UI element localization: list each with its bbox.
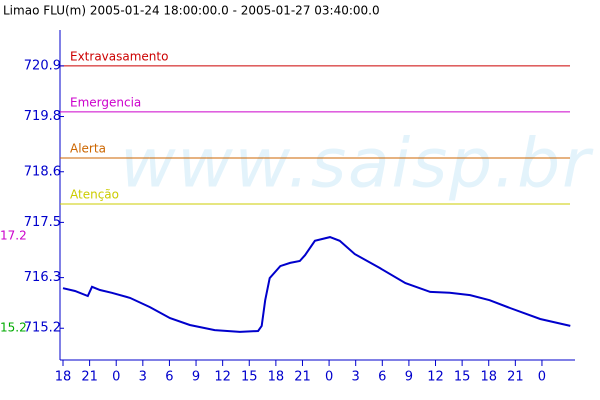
x-tick-label: 3	[139, 370, 147, 385]
x-tick-label: 18	[55, 370, 72, 385]
x-tick-label: 3	[352, 370, 360, 385]
x-tick-label: 0	[538, 370, 546, 385]
x-tick-label: 21	[81, 370, 98, 385]
x-tick-label: 12	[214, 370, 231, 385]
y-tick-label: 716.3	[24, 270, 61, 285]
x-tick-label: 0	[325, 370, 333, 385]
x-tick-label: 0	[112, 370, 120, 385]
x-tick-label: 12	[427, 370, 444, 385]
threshold-label: Alerta	[70, 141, 106, 155]
y-tick-label: 720.9	[24, 58, 61, 73]
x-tick-label: 6	[378, 370, 386, 385]
data-line	[62, 236, 571, 333]
y-tick-label: 717.5	[24, 215, 61, 230]
chart-title: Limao FLU(m) 2005-01-24 18:00:00.0 - 200…	[3, 4, 380, 18]
x-tick-label: 9	[405, 370, 413, 385]
threshold-label: Atenção	[70, 187, 119, 201]
extreme-label: 17.2	[0, 229, 27, 243]
y-tick-label: 715.2	[24, 321, 61, 336]
threshold-label: Extravasamento	[70, 49, 168, 63]
x-tick-label: 21	[507, 370, 524, 385]
x-tick-label: 6	[165, 370, 173, 385]
x-tick-label: 18	[480, 370, 497, 385]
x-tick-label: 9	[192, 370, 200, 385]
x-tick-label: 15	[241, 370, 258, 385]
x-tick-label: 21	[294, 370, 311, 385]
x-tick-label: 18	[268, 370, 285, 385]
y-tick-label: 719.8	[24, 109, 61, 124]
y-tick-label: 718.6	[24, 164, 61, 179]
threshold-label: Emergencia	[70, 95, 141, 109]
extreme-label: 15.2	[0, 321, 27, 335]
watermark: www.saisp.br	[120, 125, 594, 204]
x-tick-label: 15	[454, 370, 471, 385]
